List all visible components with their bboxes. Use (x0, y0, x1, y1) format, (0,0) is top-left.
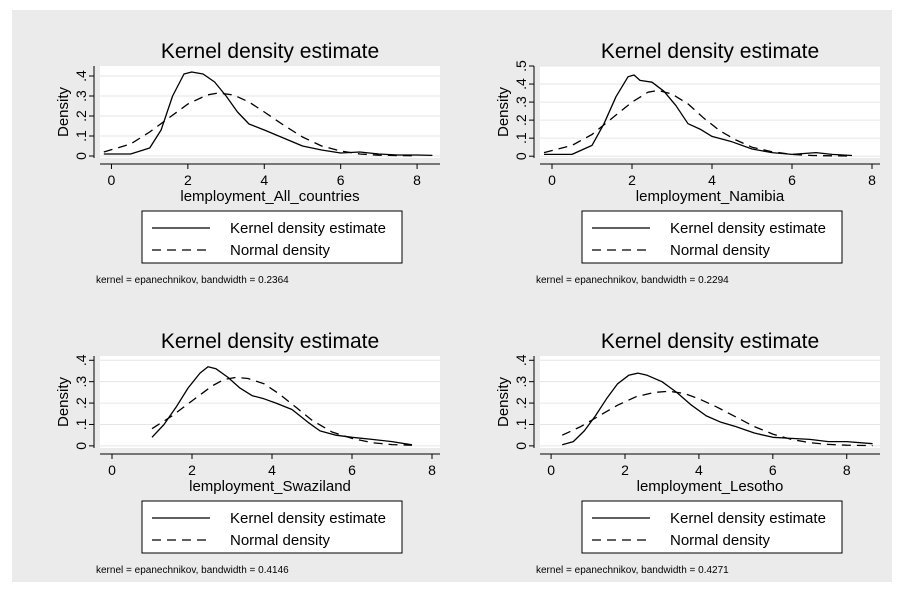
kernel-note: kernel = epanechnikov, bandwidth = 0.236… (96, 275, 289, 286)
chart-title: Kernel density estimate (601, 40, 819, 63)
x-axis-label: lemployment_Swaziland (189, 478, 351, 495)
y-tick-label: 0 (513, 442, 529, 450)
y-tick-label: .2 (73, 110, 89, 122)
x-tick-label: 0 (108, 172, 116, 188)
y-axis-label: Density (495, 86, 512, 137)
x-tick-label: 8 (413, 172, 421, 188)
x-tick-label: 2 (621, 462, 629, 478)
legend-box (141, 210, 403, 264)
y-axis-label: Density (495, 376, 512, 427)
plot-area (100, 356, 440, 448)
kernel-note: kernel = epanechnikov, bandwidth = 0.414… (96, 565, 289, 576)
y-tick-label: .2 (73, 397, 89, 409)
y-tick-label: 0 (513, 152, 529, 160)
graph-canvas: Kernel density estimate 0.1.2.3.4 Density 0… (12, 10, 892, 582)
series-line-normal-density (543, 89, 853, 157)
plot-area (540, 356, 880, 448)
chart-title: Kernel density estimate (161, 330, 379, 353)
y-tick-label: .4 (513, 354, 529, 366)
legend: Kernel density estimate Normal density (581, 500, 843, 554)
x-tick-label: 6 (337, 172, 345, 188)
x-tick-label: 4 (260, 172, 268, 188)
chart-panel-2: Kernel density estimate 0 .1 .2 .3 .4 .5 Densit… (495, 40, 880, 286)
legend-entry: Kernel density estimate (670, 220, 826, 237)
series-line-kernel-density (562, 372, 873, 446)
kernel-note: kernel = epanechnikov, bandwidth = 0.427… (536, 565, 729, 576)
legend-entry: Kernel density estimate (670, 510, 826, 527)
x-axis-label: lemployment_All_countries (180, 188, 359, 205)
x-tick-label: 6 (769, 462, 777, 478)
x-tick-label: 8 (428, 462, 436, 478)
legend-entry: Kernel density estimate (230, 220, 386, 237)
x-tick-label: 0 (547, 462, 555, 478)
y-tick-label: .3 (73, 376, 89, 388)
x-axis-label: lemployment_Namibia (636, 188, 785, 205)
x-tick-label: 4 (268, 462, 276, 478)
x-tick-label: 8 (843, 462, 851, 478)
y-tick-label: .2 (513, 114, 529, 126)
legend: Kernel density estimate Normal density (141, 210, 403, 264)
series-line-normal-density (103, 92, 418, 157)
y-tick-label: .3 (73, 90, 89, 102)
series-line-kernel-density (103, 71, 433, 157)
y-tick-label: .2 (513, 397, 529, 409)
x-tick-label: 2 (188, 462, 196, 478)
y-tick-label: .3 (513, 96, 529, 108)
legend-box (581, 210, 843, 264)
x-tick-label: 6 (788, 172, 796, 188)
charts-svg: Kernel density estimate0.1.2.3.4Density0… (55, 40, 880, 576)
y-axis-label: Density (55, 376, 72, 427)
y-tick-label: .1 (513, 132, 529, 144)
x-tick-label: 2 (628, 172, 636, 188)
y-tick-label: 0 (73, 152, 89, 160)
legend-entry: Normal density (230, 532, 331, 549)
plot-area (540, 66, 880, 158)
x-tick-label: 0 (548, 172, 556, 188)
y-tick-label: .4 (73, 354, 89, 366)
legend-entry: Kernel density estimate (230, 510, 386, 527)
plot-area (100, 66, 440, 158)
y-tick-label: .4 (73, 70, 89, 82)
series-line-normal-density (151, 376, 413, 446)
y-tick-label: .1 (73, 418, 89, 430)
y-tick-label: .1 (73, 130, 89, 142)
legend: Kernel density estimate Normal density (141, 500, 403, 554)
x-tick-label: 2 (184, 172, 192, 188)
series-line-normal-density (561, 390, 873, 447)
y-tick-label: .5 (513, 60, 529, 72)
y-tick-label: .3 (513, 376, 529, 388)
chart-title: Kernel density estimate (161, 40, 379, 63)
y-tick-label: .4 (513, 78, 529, 90)
y-axis-label: Density (55, 86, 72, 137)
x-tick-label: 4 (695, 462, 703, 478)
y-tick-label: .1 (513, 418, 529, 430)
legend-entry: Normal density (670, 532, 771, 549)
series-line-kernel-density (544, 74, 853, 157)
chart-title: Kernel density estimate (601, 330, 819, 353)
x-tick-label: 4 (708, 172, 716, 188)
x-tick-label: 0 (108, 462, 116, 478)
x-tick-label: 8 (868, 172, 876, 188)
y-tick-label: 0 (73, 442, 89, 450)
legend: Kernel density estimate Normal density (581, 210, 843, 264)
kernel-note: kernel = epanechnikov, bandwidth = 0.229… (536, 275, 729, 286)
legend-entry: Normal density (230, 242, 331, 259)
legend-box (581, 500, 843, 554)
legend-entry: Normal density (670, 242, 771, 259)
legend-box (141, 500, 403, 554)
x-axis-label: lemployment_Lesotho (637, 478, 784, 495)
x-tick-label: 6 (348, 462, 356, 478)
